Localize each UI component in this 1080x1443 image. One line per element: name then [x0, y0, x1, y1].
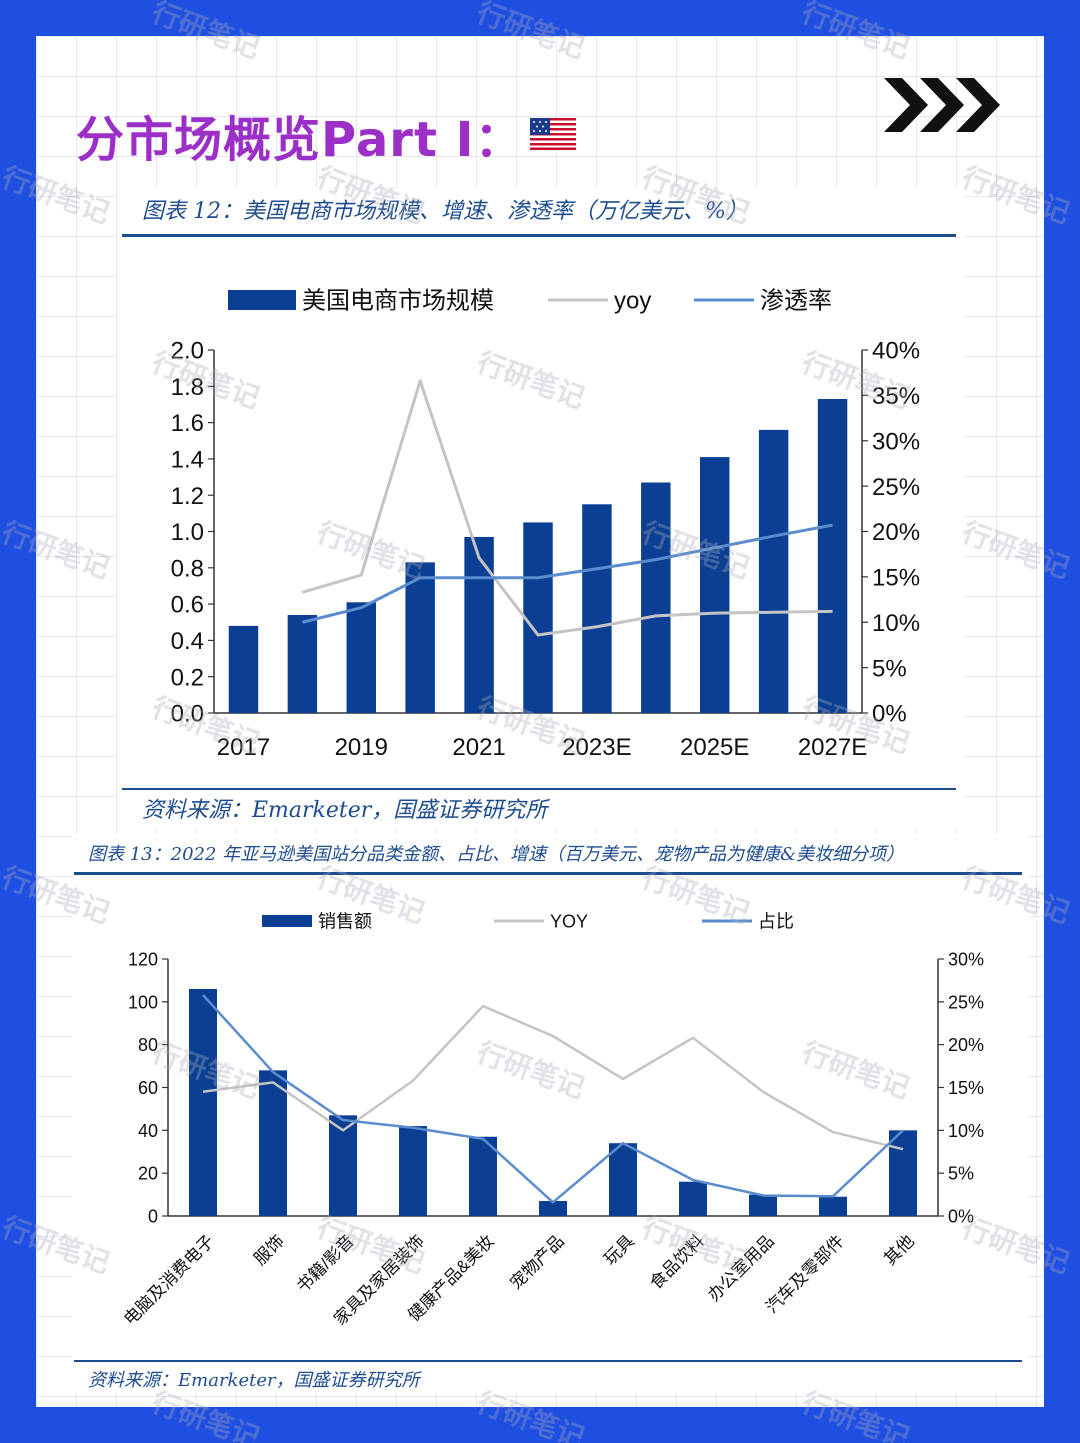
bar — [329, 1115, 357, 1216]
bar — [346, 602, 376, 713]
bar — [399, 1126, 427, 1216]
left-tick-label: 80 — [138, 1035, 158, 1055]
legend-bar-swatch — [228, 290, 296, 310]
left-tick-label: 20 — [138, 1164, 158, 1184]
chart1-caption: 图表 12：美国电商市场规模、增速、渗透率（万亿美元、%） — [142, 199, 748, 224]
bar — [464, 536, 494, 713]
chart2-source: 资料来源：Emarketer，国盛证券研究所 — [88, 1370, 420, 1391]
chart2-source-rule — [74, 1360, 1022, 1362]
bar — [228, 625, 259, 713]
yoy-line — [301, 379, 833, 637]
bar — [259, 1070, 287, 1216]
left-tick-label: 0.2 — [171, 664, 204, 691]
yoy-line — [202, 1004, 904, 1151]
right-tick-label: 5% — [872, 655, 907, 682]
bar — [679, 1181, 707, 1216]
left-tick-label: 1.4 — [171, 447, 204, 474]
right-tick-label: 30% — [872, 428, 920, 455]
category-label: 办公室用品 — [704, 1231, 778, 1305]
left-tick-label: 60 — [138, 1078, 158, 1098]
bar — [405, 562, 435, 713]
share-line — [202, 994, 904, 1204]
chart2-caption: 图表 13：2022 年亚马逊美国站分品类金额、占比、增速（百万美元、宠物产品为… — [88, 844, 905, 865]
category-label: 其他 — [880, 1231, 917, 1268]
bar — [582, 504, 612, 713]
triple-chevron-right-icon[interactable] — [884, 78, 1002, 132]
left-tick-label: 120 — [128, 949, 158, 969]
bar — [641, 482, 671, 713]
bar — [287, 614, 318, 713]
right-tick-label: 10% — [948, 1121, 984, 1141]
bar — [819, 1196, 847, 1216]
legend-yoy-label: YOY — [550, 911, 588, 931]
bar — [700, 457, 730, 713]
left-tick-label: 1.8 — [171, 374, 204, 401]
left-tick-label: 0 — [148, 1206, 158, 1226]
left-tick-label: 100 — [128, 992, 158, 1012]
right-tick-label: 30% — [948, 949, 984, 969]
chart2-caption-rule — [74, 872, 1022, 875]
x-tick-label: 2017 — [217, 734, 270, 761]
left-tick-label: 1.0 — [171, 519, 204, 546]
left-tick-label: 1.2 — [171, 483, 204, 510]
x-tick-label: 2021 — [452, 734, 505, 761]
right-tick-label: 25% — [872, 474, 920, 501]
bar — [817, 399, 848, 713]
legend-bar-label: 销售额 — [318, 911, 372, 931]
category-label: 玩具 — [600, 1231, 637, 1268]
legend-bar-label: 美国电商市场规模 — [302, 288, 494, 315]
bar — [889, 1130, 917, 1216]
category-label: 宠物产品 — [506, 1231, 568, 1293]
x-tick-label: 2025E — [680, 734, 749, 761]
right-tick-label: 20% — [872, 519, 920, 546]
right-tick-label: 40% — [872, 338, 920, 365]
left-tick-label: 2.0 — [171, 338, 204, 365]
right-tick-label: 10% — [872, 610, 920, 637]
category-label: 电脑及消费电子 — [120, 1231, 218, 1329]
right-tick-label: 0% — [872, 701, 907, 728]
right-tick-label: 20% — [948, 1035, 984, 1055]
right-tick-label: 5% — [948, 1164, 974, 1184]
x-tick-label: 2027E — [798, 734, 867, 761]
left-tick-label: 0.8 — [171, 555, 204, 582]
right-tick-label: 15% — [872, 565, 920, 592]
left-tick-label: 0.0 — [171, 701, 204, 728]
right-tick-label: 15% — [948, 1078, 984, 1098]
bar — [758, 429, 789, 713]
us-flag-icon — [530, 118, 576, 150]
share-line — [302, 523, 833, 624]
category-label: 书籍/影音 — [293, 1231, 358, 1296]
left-tick-label: 40 — [138, 1121, 158, 1141]
bar — [749, 1194, 777, 1216]
page-title: 分市场概览Part I： — [76, 112, 524, 168]
legend-bar-swatch — [262, 915, 312, 927]
left-tick-label: 0.6 — [171, 592, 204, 619]
bar — [189, 988, 217, 1216]
right-tick-label: 0% — [948, 1206, 974, 1226]
chart1-source-rule — [122, 788, 956, 790]
bar — [609, 1143, 637, 1216]
left-tick-label: 0.4 — [171, 628, 204, 655]
right-tick-label: 35% — [872, 383, 920, 410]
x-tick-label: 2019 — [335, 734, 388, 761]
bar — [539, 1201, 567, 1216]
chart1-source: 资料来源：Emarketer，国盛证券研究所 — [142, 798, 548, 823]
legend-share-label: 占比 — [758, 911, 794, 931]
bar — [469, 1136, 497, 1216]
bar — [523, 522, 553, 713]
category-label: 食品饮料 — [646, 1231, 708, 1293]
legend-yoy-label: yoy — [614, 288, 651, 315]
left-tick-label: 1.6 — [171, 410, 204, 437]
x-tick-label: 2023E — [562, 734, 631, 761]
legend-share-label: 渗透率 — [760, 288, 832, 315]
right-tick-label: 25% — [948, 992, 984, 1012]
chart2-panel — [72, 834, 1028, 1394]
category-label: 服饰 — [250, 1231, 287, 1268]
chart1-caption-rule — [122, 234, 956, 237]
